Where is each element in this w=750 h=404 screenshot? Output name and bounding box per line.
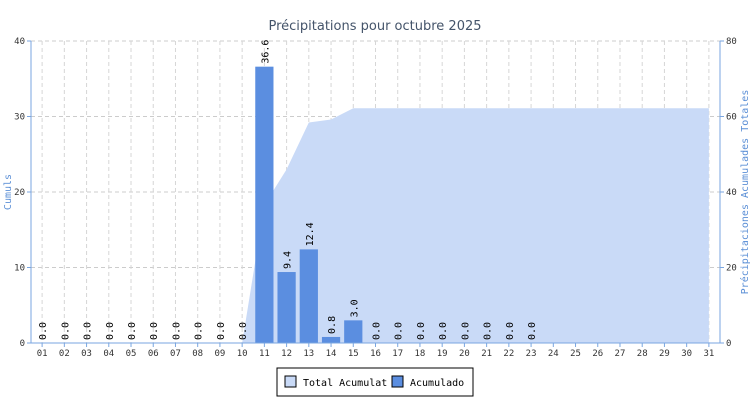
- data-labels: 0.0 0.0 0.0 0.0 0.0 0.0 0.0 0.0 0.0 0.0 36.6 9.4 12.…: [38, 40, 538, 340]
- x-tick-label: 27: [615, 349, 626, 359]
- y-left-tick-label: 10: [14, 264, 25, 274]
- data-label-day-03: 0.0: [83, 322, 94, 340]
- y-axis-left-label: Cumuls: [3, 174, 14, 210]
- y-right-tick-label: 60: [726, 113, 737, 123]
- data-label-day-08: 0.0: [194, 322, 205, 340]
- data-label-day-13: 12.4: [305, 222, 316, 246]
- data-label-day-12: 9.4: [283, 251, 294, 269]
- x-tick-label: 13: [303, 349, 314, 359]
- x-tick-label: 08: [192, 349, 203, 359]
- x-tick-label: 09: [214, 349, 225, 359]
- x-tick-label: 19: [437, 349, 448, 359]
- data-label-day-18: 0.0: [416, 322, 427, 340]
- x-tick-label: 05: [126, 349, 137, 359]
- legend-label-acumulado: Acumulado: [410, 378, 464, 389]
- data-label-day-01: 0.0: [38, 322, 49, 340]
- x-tick-label: 21: [481, 349, 492, 359]
- x-tick-label: 03: [81, 349, 92, 359]
- x-tick-label: 31: [703, 349, 714, 359]
- data-label-day-06: 0.0: [149, 322, 160, 340]
- data-label-day-16: 0.0: [372, 322, 383, 340]
- y-left-tick-label: 30: [14, 113, 25, 123]
- x-tick-label: 15: [348, 349, 359, 359]
- x-tick-label: 18: [415, 349, 426, 359]
- legend-swatch-acumulado: [391, 375, 404, 388]
- bar-day-11: [255, 66, 274, 344]
- y-right-tick-label: 80: [726, 37, 737, 47]
- x-tick-label: 06: [148, 349, 159, 359]
- data-label-day-14: 0.8: [327, 316, 338, 334]
- legend-swatch-total: [284, 375, 297, 388]
- y-left-tick-label: 40: [14, 37, 25, 47]
- total-acumulat-area: [42, 108, 709, 343]
- x-tick-label: 30: [681, 349, 692, 359]
- data-label-day-09: 0.0: [216, 322, 227, 340]
- x-tick-label: 07: [170, 349, 181, 359]
- data-label-day-22: 0.0: [505, 322, 516, 340]
- x-tick-label: 22: [503, 349, 514, 359]
- data-label-day-10: 0.0: [238, 322, 249, 340]
- x-tick-label: 02: [59, 349, 70, 359]
- x-tick-label: 01: [37, 349, 48, 359]
- data-label-day-23: 0.0: [527, 322, 538, 340]
- bar-day-14: [321, 336, 341, 343]
- x-tick-label: 24: [548, 349, 559, 359]
- bar-day-12: [277, 272, 296, 343]
- chart-title: Précipitations pour octubre 2025: [268, 19, 481, 34]
- x-tick-label: 29: [659, 349, 670, 359]
- data-label-day-19: 0.0: [438, 322, 449, 340]
- bar-series: [255, 66, 363, 344]
- x-tick-label: 23: [526, 349, 537, 359]
- x-tick-label: 26: [592, 349, 603, 359]
- x-tick-label: 28: [637, 349, 648, 359]
- x-tick-label: 25: [570, 349, 581, 359]
- x-tick-label: 12: [281, 349, 292, 359]
- data-label-day-17: 0.0: [394, 322, 405, 340]
- data-label-day-04: 0.0: [105, 322, 116, 340]
- data-label-day-05: 0.0: [127, 322, 138, 340]
- data-label-day-07: 0.0: [171, 322, 182, 340]
- x-tick-label: 14: [326, 349, 337, 359]
- y-left-tick-label: 0: [20, 339, 25, 349]
- data-label-day-11: 36.6: [260, 40, 271, 64]
- data-label-day-02: 0.0: [60, 322, 71, 340]
- x-tick-label: 04: [103, 349, 114, 359]
- y-right-tick-label: 40: [726, 188, 737, 198]
- data-label-day-21: 0.0: [483, 322, 494, 340]
- x-tick-label: 17: [392, 349, 403, 359]
- legend-label-total: Total Acumulat: [303, 378, 387, 389]
- data-label-day-20: 0.0: [460, 322, 471, 340]
- bar-day-15: [344, 320, 363, 343]
- y-axis-right-label: Précipitaciones Acumulades Totales: [739, 90, 750, 295]
- x-tick-label: 20: [459, 349, 470, 359]
- y-right-tick-label: 20: [726, 264, 737, 274]
- legend: Total Acumulat Acumulado: [276, 367, 474, 397]
- x-tick-label: 16: [370, 349, 381, 359]
- x-tick-label: 10: [237, 349, 248, 359]
- legend-frame: [276, 367, 474, 397]
- y-right-tick-label: 0: [726, 339, 731, 349]
- axes: 0 10 20 30 40 0 20 40 60 80 01 02 03 04 05 06 07 08 09 10 11…: [14, 37, 737, 359]
- bar-day-13: [299, 249, 318, 343]
- x-tick-label: 11: [259, 349, 270, 359]
- y-left-tick-label: 20: [14, 188, 25, 198]
- data-label-day-15: 3.0: [349, 299, 360, 317]
- total-area-series: [42, 108, 709, 343]
